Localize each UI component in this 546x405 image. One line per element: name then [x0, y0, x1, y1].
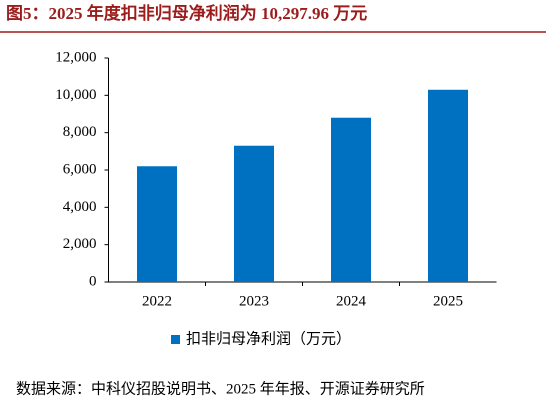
y-tick-label: 6,000 [63, 161, 97, 177]
legend-label: 扣非归母净利润（万元） [186, 330, 351, 347]
chart-title: 图5：2025 年度扣非归母净利润为 10,297.96 万元 [6, 3, 367, 23]
y-tick-label: 8,000 [63, 124, 97, 140]
x-tick-label: 2023 [239, 293, 269, 309]
x-tick-label: 2022 [142, 293, 172, 309]
y-tick-label: 10,000 [55, 87, 96, 103]
source-note: 数据来源：中科仪招股说明书、2025 年年报、开源证券研究所 [16, 380, 425, 397]
y-tick-label: 0 [89, 273, 97, 289]
y-tick-label: 4,000 [63, 199, 97, 215]
bar [331, 117, 371, 282]
x-tick-label: 2025 [433, 293, 463, 309]
legend-swatch [171, 335, 180, 344]
y-tick-label: 2,000 [63, 236, 97, 252]
x-tick-label: 2024 [336, 293, 367, 309]
y-tick-label: 12,000 [55, 49, 96, 65]
bar [428, 89, 468, 282]
bar [234, 145, 274, 282]
bar [137, 166, 177, 282]
